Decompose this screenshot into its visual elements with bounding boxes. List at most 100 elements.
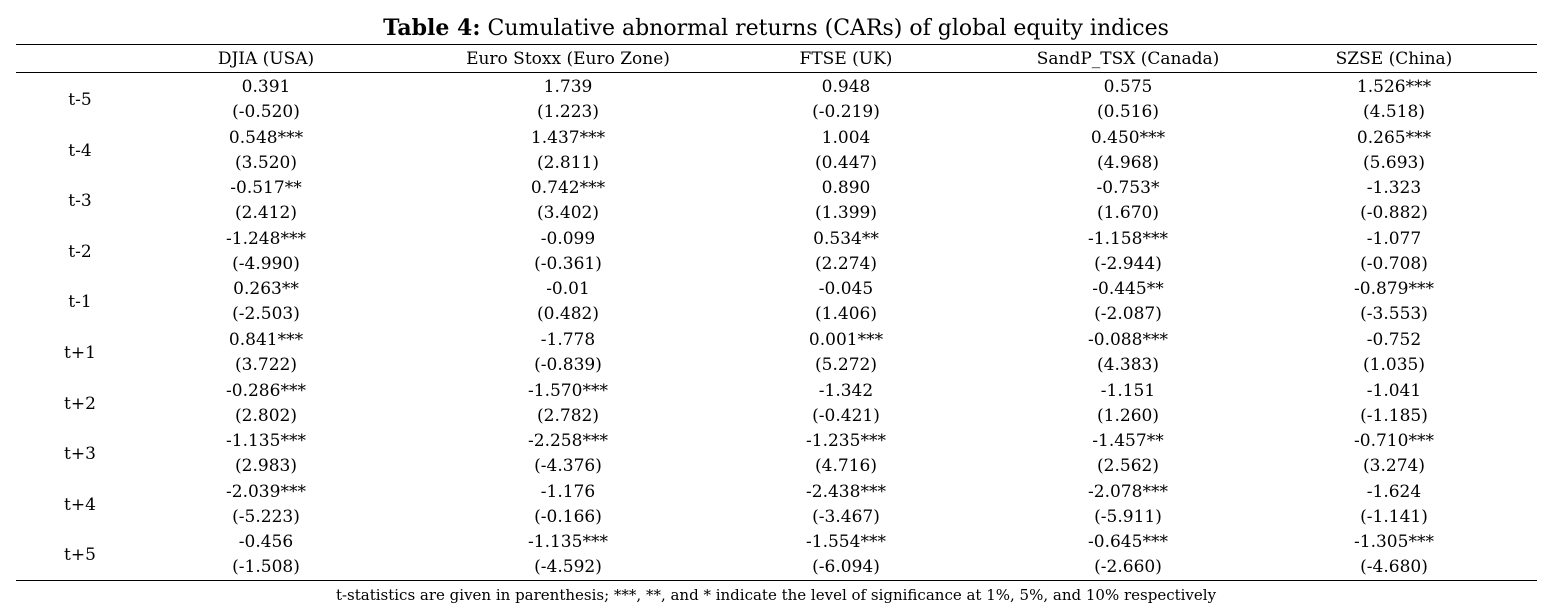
car-estimate: -0.045 — [818, 279, 874, 300]
t-statistic: (2.412) — [235, 203, 297, 224]
row-label: t-1 — [68, 292, 92, 313]
car-estimate: 0.391 — [241, 77, 291, 97]
table-cell: 0.742*** (3.402) — [438, 176, 698, 227]
table-cell: -1.135*** (-4.592) — [438, 530, 698, 581]
car-estimate: -1.624 — [1366, 481, 1422, 502]
car-estimate: -0.099 — [540, 228, 596, 249]
row-label: t-2 — [68, 241, 92, 262]
t-statistic: (-0.708) — [1360, 253, 1428, 274]
t-statistic: (-5.223) — [232, 506, 300, 527]
table-cell: 0.534** (2.274) — [716, 227, 976, 278]
table-title: Table 4: Cumulative abnormal returns (CA… — [0, 14, 1552, 43]
car-estimate: -1.235*** — [806, 431, 886, 452]
table-cell: -1.778 (-0.839) — [438, 328, 698, 379]
table-cell: 0.575 (0.516) — [998, 75, 1258, 126]
t-statistic: (1.399) — [815, 203, 877, 224]
car-estimate: 0.742*** — [530, 178, 606, 199]
table-cell: 0.948 (-0.219) — [716, 75, 976, 126]
table-title-text: Cumulative abnormal returns (CARs) of gl… — [487, 16, 1169, 41]
car-estimate: 0.534** — [813, 228, 879, 249]
table-cell: -0.517** (2.412) — [136, 176, 396, 227]
t-statistic: (3.520) — [235, 152, 297, 173]
t-statistic: (0.516) — [1097, 102, 1159, 122]
car-estimate: -0.01 — [546, 279, 590, 300]
table-cell: -1.570*** (2.782) — [438, 379, 698, 430]
car-estimate: -0.752 — [1366, 330, 1422, 350]
table-cell: 0.841*** (3.722) — [136, 328, 396, 379]
table-cell: -1.554*** (-6.094) — [716, 530, 976, 581]
t-statistic: (-4.592) — [534, 557, 602, 578]
car-estimate: 0.890 — [821, 178, 871, 199]
row-label: t+5 — [64, 545, 96, 566]
t-statistic: (-4.376) — [534, 456, 602, 477]
t-statistic: (2.802) — [235, 405, 297, 426]
car-estimate: -0.517** — [230, 178, 302, 199]
table-cell: 0.548*** (3.520) — [136, 126, 396, 177]
car-estimate: -0.645*** — [1088, 532, 1168, 553]
car-estimate: -1.305*** — [1354, 532, 1434, 553]
car-estimate: 1.739 — [543, 77, 593, 97]
t-statistic: (1.406) — [815, 304, 877, 325]
row-label: t+2 — [64, 393, 96, 414]
table-cell: -1.235*** (4.716) — [716, 429, 976, 480]
table-row: t-1 0.263** (-2.503) -0.01 (0.482) -0.045 (1.4… — [0, 277, 1552, 328]
t-statistic: (2.811) — [537, 152, 599, 173]
table-cell: 1.437*** (2.811) — [438, 126, 698, 177]
table-cell: 0.263** (-2.503) — [136, 277, 396, 328]
t-statistic: (1.670) — [1097, 203, 1159, 224]
table-cell: 0.890 (1.399) — [716, 176, 976, 227]
t-statistic: (0.447) — [815, 152, 877, 173]
car-estimate: -1.342 — [818, 380, 874, 401]
row-label: t-4 — [68, 140, 92, 161]
row-label: t-3 — [68, 191, 92, 212]
t-statistic: (5.272) — [815, 355, 877, 375]
table-cell: -2.039*** (-5.223) — [136, 480, 396, 531]
car-estimate: -2.078*** — [1088, 481, 1168, 502]
t-statistic: (-1.185) — [1360, 405, 1428, 426]
car-estimate: 0.450*** — [1090, 127, 1166, 148]
column-header: FTSE (UK) — [799, 49, 893, 69]
t-statistic: (-5.911) — [1094, 506, 1162, 527]
t-statistic: (4.383) — [1097, 355, 1159, 375]
table-cell: -2.078*** (-5.911) — [998, 480, 1258, 531]
table-top-rule — [16, 44, 1537, 45]
table-row: t-3 -0.517** (2.412) 0.742*** (3.402) 0.890 (1… — [0, 176, 1552, 227]
table-cell: -1.176 (-0.166) — [438, 480, 698, 531]
table-cell: -1.077 (-0.708) — [1264, 227, 1524, 278]
t-statistic: (-6.094) — [812, 557, 880, 578]
t-statistic: (-0.219) — [812, 102, 880, 122]
table-cell: -1.158*** (-2.944) — [998, 227, 1258, 278]
t-statistic: (2.562) — [1097, 456, 1159, 477]
car-estimate: -2.039*** — [226, 481, 306, 502]
t-statistic: (-2.087) — [1094, 304, 1162, 325]
t-statistic: (-1.141) — [1360, 506, 1428, 527]
table-title-label: Table 4: — [383, 15, 481, 41]
table-cell: -1.342 (-0.421) — [716, 379, 976, 430]
column-header: Euro Stoxx (Euro Zone) — [466, 49, 670, 69]
table-cell: 0.265*** (5.693) — [1264, 126, 1524, 177]
car-estimate: 0.575 — [1103, 77, 1153, 97]
car-estimate: -2.438*** — [806, 481, 886, 502]
table-cell: -1.151 (1.260) — [998, 379, 1258, 430]
table-row: t-4 0.548*** (3.520) 1.437*** (2.811) 1.004 (0… — [0, 126, 1552, 177]
table-cell: 1.526*** (4.518) — [1264, 75, 1524, 126]
t-statistic: (5.693) — [1363, 152, 1425, 173]
t-statistic: (1.260) — [1097, 405, 1159, 426]
car-estimate: -1.176 — [540, 481, 596, 502]
table-cell: 0.450*** (4.968) — [998, 126, 1258, 177]
car-estimate: 0.548*** — [228, 127, 304, 148]
table-cell: -0.045 (1.406) — [716, 277, 976, 328]
t-statistic: (-3.467) — [812, 506, 880, 527]
table-cell: 1.739 (1.223) — [438, 75, 698, 126]
car-estimate: 1.526*** — [1356, 77, 1432, 97]
table-cell: -1.457** (2.562) — [998, 429, 1258, 480]
t-statistic: (3.402) — [537, 203, 599, 224]
car-estimate: -1.041 — [1366, 380, 1422, 401]
t-statistic: (-0.520) — [232, 102, 300, 122]
table-cell: -1.041 (-1.185) — [1264, 379, 1524, 430]
table-cell: -1.248*** (-4.990) — [136, 227, 396, 278]
table-cell: -0.286*** (2.802) — [136, 379, 396, 430]
car-estimate: -1.457** — [1092, 431, 1164, 452]
car-estimate: -1.248*** — [226, 228, 306, 249]
